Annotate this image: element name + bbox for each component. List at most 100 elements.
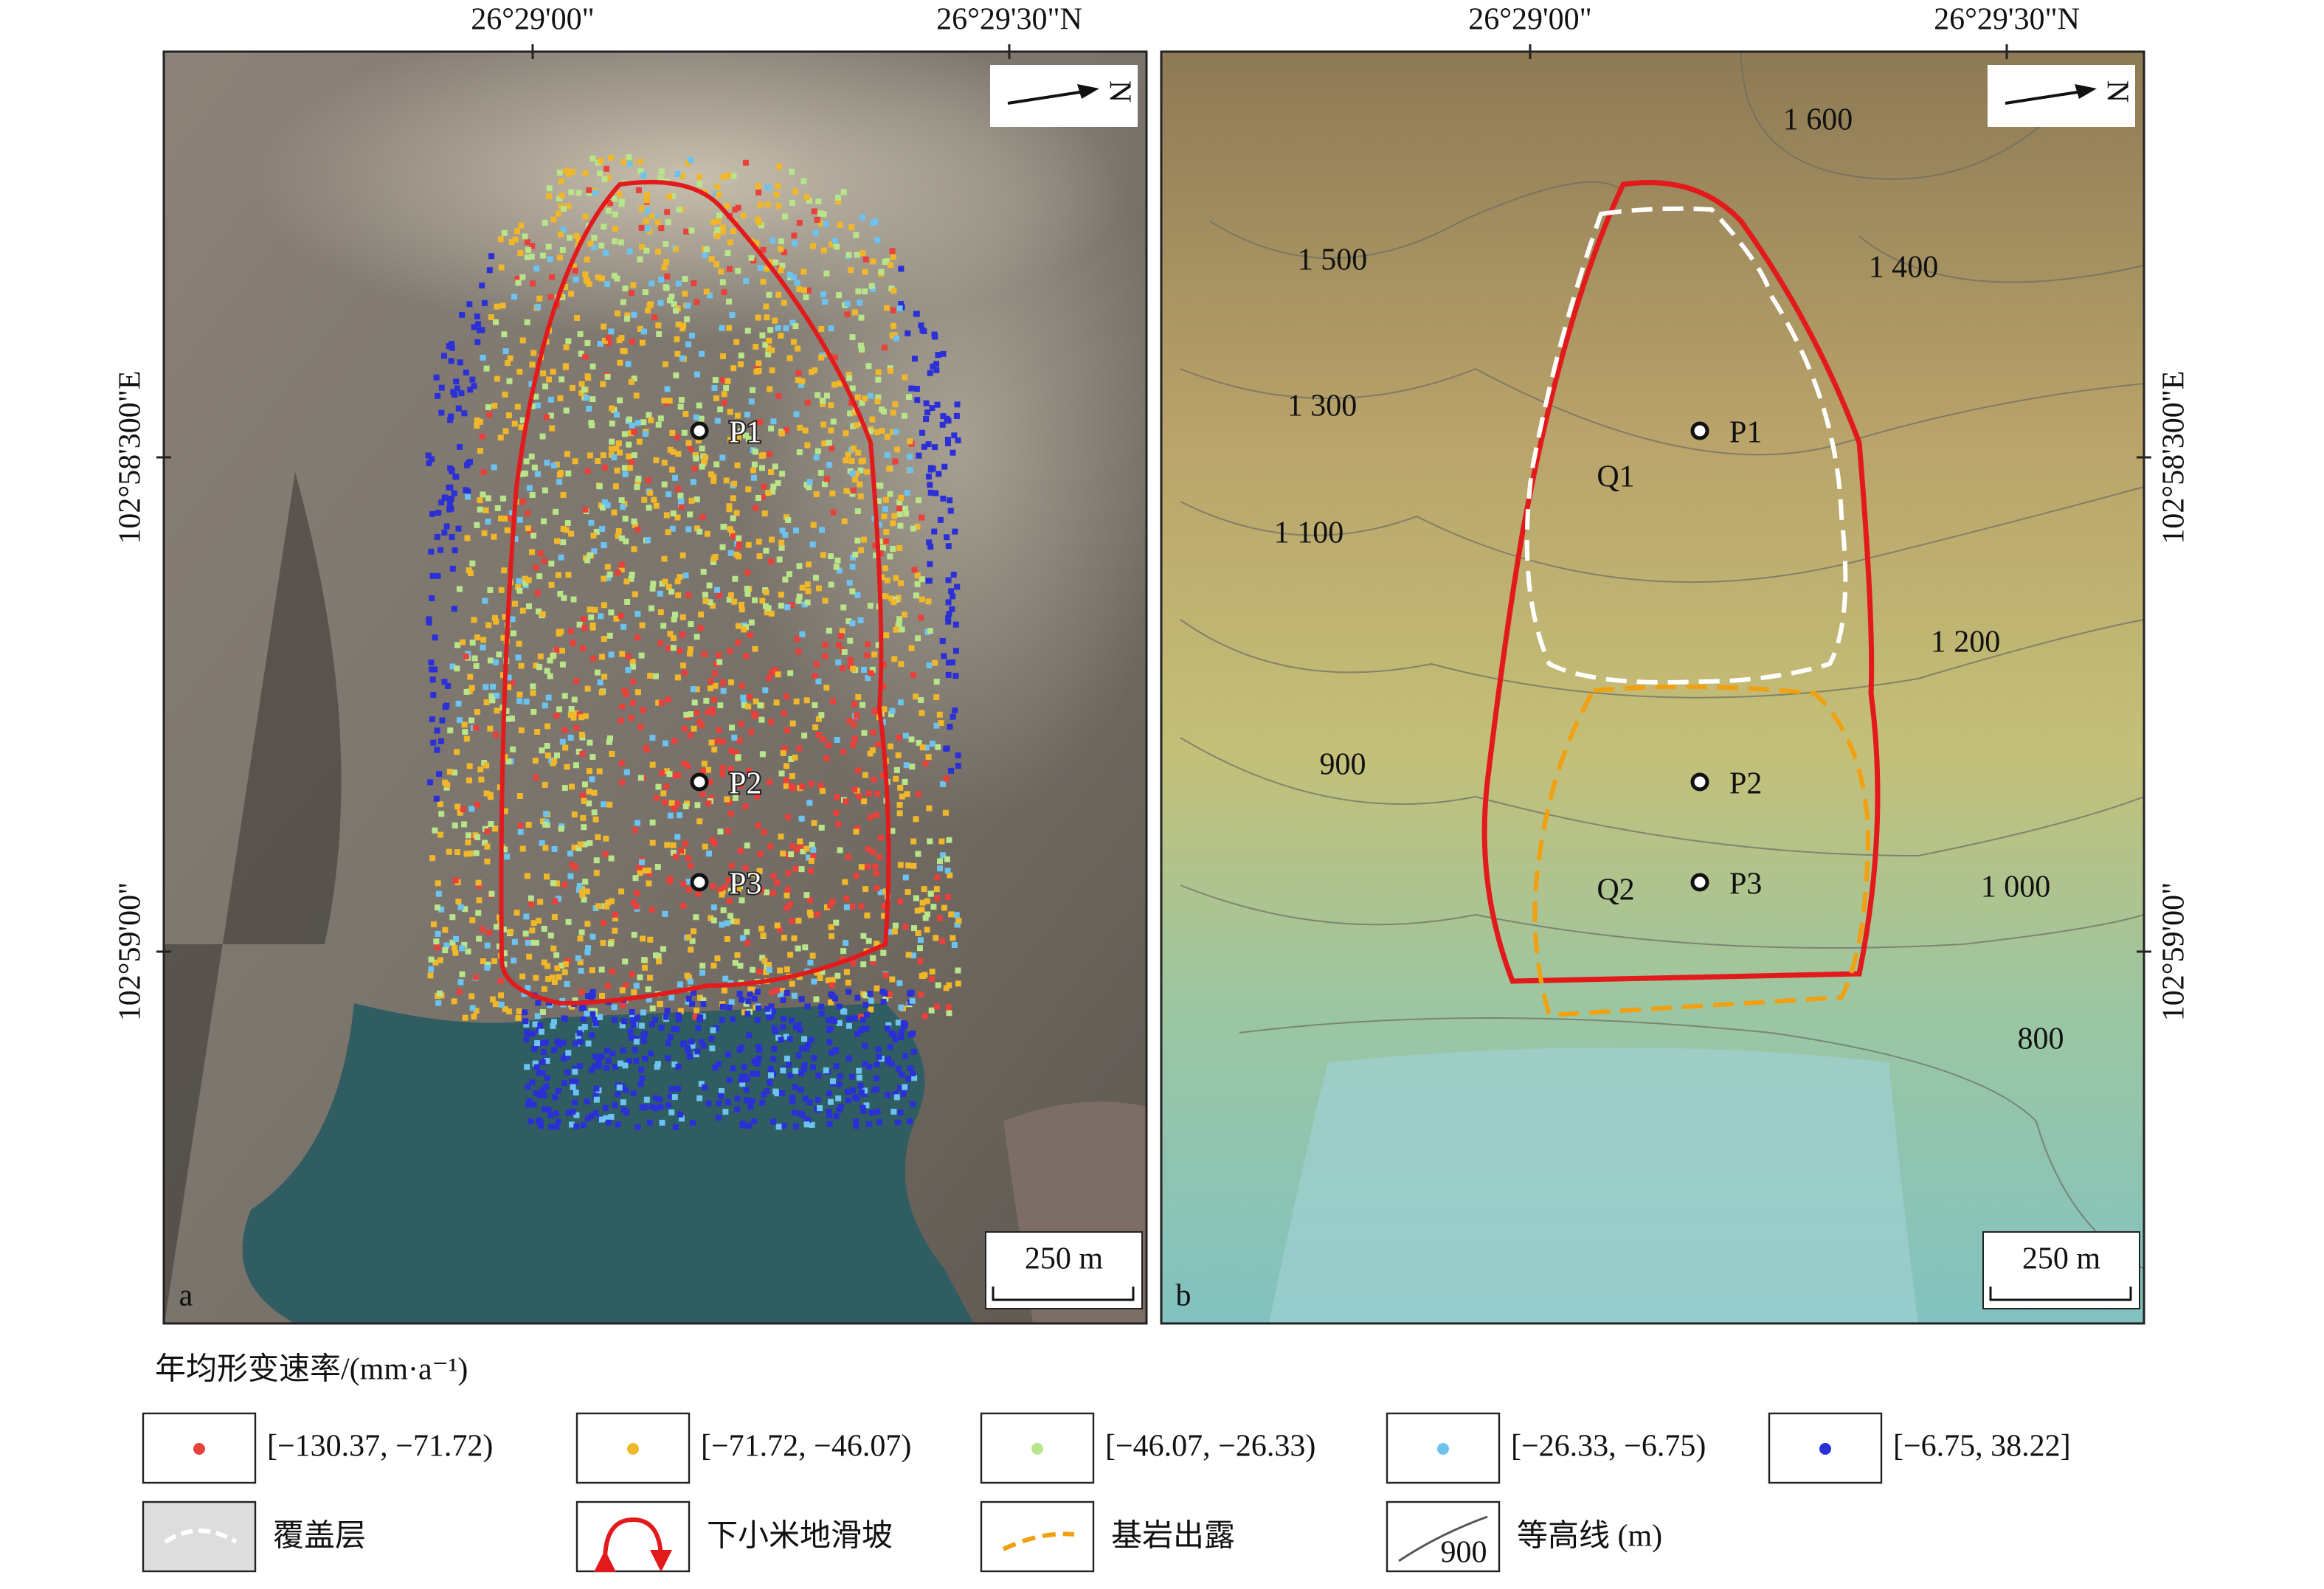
deformation-point: [629, 1035, 635, 1042]
deformation-point: [502, 1005, 508, 1012]
top-coordinate-label: 26°29'30"N: [936, 3, 1082, 37]
deformation-point: [702, 843, 708, 850]
deformation-point: [601, 499, 608, 505]
deformation-point: [698, 415, 705, 422]
deformation-point: [546, 376, 553, 383]
deformation-point: [679, 631, 686, 638]
deformation-point: [867, 603, 874, 609]
deformation-point: [927, 628, 933, 634]
deformation-point: [845, 979, 851, 986]
deformation-point: [598, 1116, 605, 1123]
deformation-point: [918, 991, 924, 998]
deformation-point: [488, 794, 494, 800]
deformation-point: [464, 535, 471, 541]
deformation-point: [536, 664, 543, 671]
deformation-point: [915, 929, 921, 936]
deformation-point: [634, 1015, 640, 1022]
scale-bar: [992, 1287, 1135, 1301]
deformation-point: [501, 567, 508, 574]
deformation-point: [815, 1073, 822, 1079]
deformation-point: [605, 207, 612, 214]
deformation-point: [755, 823, 761, 829]
deformation-point: [446, 506, 453, 513]
deformation-point: [813, 661, 820, 668]
deformation-point: [893, 775, 899, 782]
deformation-point: [744, 586, 750, 592]
deformation-point: [712, 682, 719, 689]
deformation-point: [642, 1056, 649, 1062]
deformation-point: [570, 1108, 576, 1115]
deformation-point: [692, 1014, 699, 1020]
deformation-point: [778, 770, 785, 777]
deformation-point: [636, 864, 643, 870]
deformation-point: [828, 402, 834, 409]
deformation-point: [626, 416, 632, 423]
deformation-point: [547, 673, 553, 679]
deformation-point: [605, 174, 612, 181]
deformation-point: [573, 1079, 579, 1085]
deformation-point: [471, 324, 477, 330]
deformation-point: [572, 458, 578, 465]
deformation-point: [783, 426, 789, 433]
deformation-point: [760, 278, 767, 285]
deformation-point: [945, 599, 952, 606]
deformation-point: [847, 410, 854, 417]
deformation-point: [789, 918, 795, 924]
deformation-point: [743, 277, 750, 284]
deformation-point: [804, 1042, 811, 1048]
deformation-point: [516, 698, 523, 705]
deformation-point: [820, 291, 827, 297]
deformation-point: [446, 343, 452, 350]
deformation-point: [434, 904, 440, 911]
deformation-point: [934, 401, 941, 408]
deformation-point: [785, 814, 792, 820]
deformation-point: [600, 452, 606, 459]
deformation-point: [811, 208, 817, 215]
deformation-point: [682, 669, 688, 676]
deformation-point: [449, 533, 455, 540]
deformation-point: [768, 610, 775, 617]
deformation-point: [798, 381, 805, 388]
deformation-point: [694, 710, 700, 716]
deformation-point: [902, 874, 909, 881]
deformation-point: [631, 311, 637, 318]
deformation-point: [947, 872, 953, 879]
deformation-point: [578, 1026, 584, 1033]
deformation-point: [697, 994, 704, 1001]
deformation-point: [818, 354, 825, 361]
deformation-point: [665, 219, 671, 226]
north-arrow: [2005, 90, 2083, 105]
deformation-point: [430, 921, 437, 927]
deformation-point: [435, 890, 442, 897]
deformation-point: [620, 1047, 626, 1053]
deformation-point: [600, 381, 606, 387]
deformation-point: [551, 914, 558, 921]
deformation-point: [479, 926, 485, 932]
deformation-point: [588, 1008, 595, 1014]
deformation-point: [720, 353, 727, 359]
deformation-point: [604, 564, 611, 570]
deformation-point: [488, 890, 495, 897]
deformation-point: [523, 913, 530, 920]
deformation-point: [533, 393, 539, 400]
deformation-point: [584, 685, 591, 692]
deformation-point: [553, 1124, 560, 1130]
deformation-point: [670, 635, 677, 642]
deformation-point: [792, 1109, 798, 1116]
deformation-point: [949, 606, 955, 612]
deformation-point: [585, 1115, 592, 1122]
deformation-point: [796, 285, 803, 292]
deformation-point: [854, 508, 861, 514]
deformation-point: [787, 1072, 794, 1079]
deformation-point: [539, 839, 545, 846]
deformation-point: [724, 378, 731, 384]
deformation-point: [706, 292, 713, 299]
deformation-point: [890, 409, 896, 416]
deformation-point: [833, 1063, 840, 1070]
deformation-point: [553, 713, 560, 719]
deformation-point: [530, 1101, 537, 1108]
deformation-point: [809, 541, 816, 548]
deformation-point: [471, 383, 477, 390]
deformation-point: [525, 510, 531, 516]
deformation-point: [582, 506, 589, 513]
